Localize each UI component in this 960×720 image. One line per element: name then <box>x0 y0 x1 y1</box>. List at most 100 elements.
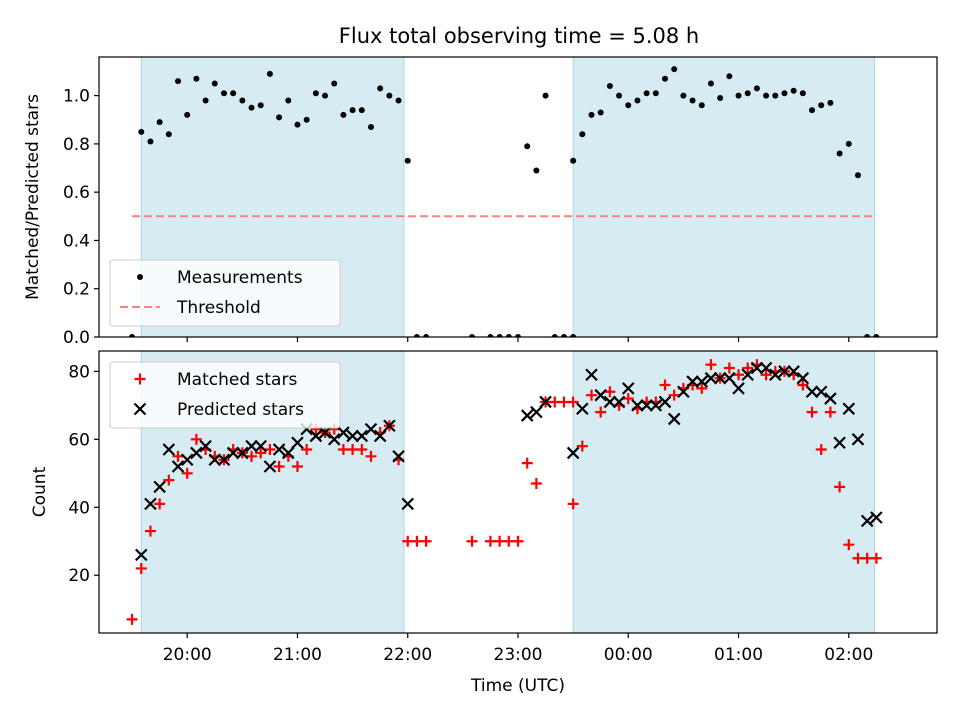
predicted-stars-point <box>759 361 773 375</box>
predicted-stars-point <box>713 371 727 385</box>
measurement-point <box>643 90 650 97</box>
predicted-stars-point <box>282 446 295 460</box>
measurement-point <box>138 128 145 135</box>
predicted-stars-point <box>778 365 791 378</box>
bottom-y-tick-label: 80 <box>68 362 90 382</box>
predicted-stars-point <box>796 371 810 385</box>
top-y-axis-label: Matched/Predicted stars <box>23 94 43 300</box>
measurement-point <box>662 75 669 82</box>
top-plot-area <box>129 57 880 337</box>
matched-stars-point <box>466 535 478 547</box>
measurement-point <box>763 92 770 99</box>
bottom-panel: 20 40 60 80 20:00 21:00 22:00 23:00 00:00 01:00 02… <box>30 350 938 696</box>
matched-stars-point <box>567 498 579 510</box>
measurement-point <box>744 90 751 97</box>
matched-stars-point <box>549 396 561 408</box>
predicted-stars-point <box>327 433 341 446</box>
measurement-point <box>753 85 760 92</box>
top-series-measurements <box>129 66 880 337</box>
matched-stars-point <box>365 450 377 462</box>
legend-label: Matched stars <box>177 370 297 390</box>
measurement-point <box>184 111 191 118</box>
predicted-stars-point <box>199 439 212 453</box>
predicted-stars-point <box>144 497 157 511</box>
measurement-point <box>285 97 292 104</box>
measurement-point <box>156 119 163 126</box>
measurement-point <box>175 78 182 85</box>
predicted-stars-point <box>208 453 222 467</box>
predicted-stars-point <box>263 460 277 473</box>
matched-stars-point <box>806 406 818 418</box>
measurement-point <box>570 157 577 164</box>
predicted-stars-point <box>520 409 534 422</box>
measurement-point <box>873 334 880 337</box>
predicted-stars-point <box>631 399 644 412</box>
matched-stars-point <box>861 552 873 564</box>
matched-stars-point <box>503 535 515 547</box>
matched-stars-point <box>246 450 258 462</box>
matched-stars-point <box>705 359 717 371</box>
matched-stars-point <box>870 552 882 564</box>
matched-stars-point <box>172 450 184 462</box>
predicted-stars-point <box>383 419 396 433</box>
measurement-point <box>404 157 411 164</box>
measurement-point <box>735 92 742 99</box>
measurement-point <box>496 334 503 337</box>
predicted-stars-point <box>677 385 690 399</box>
measurement-point <box>220 90 227 97</box>
measurement-point <box>864 334 871 337</box>
measurement-point <box>515 334 521 337</box>
legend-matched-marker <box>134 373 146 385</box>
predicted-stars-point <box>217 453 231 467</box>
measurement-point <box>340 111 347 118</box>
matched-stars-point <box>337 444 349 456</box>
measurement-point <box>147 138 154 145</box>
top-y-tick-label: 0.8 <box>63 135 90 155</box>
matched-stars-point <box>494 535 506 547</box>
measurement-point <box>266 70 273 77</box>
matched-stars-point <box>411 535 423 547</box>
matched-stars-point <box>622 393 634 405</box>
predicted-stars-point <box>667 412 681 426</box>
predicted-stars-point <box>750 361 764 375</box>
measurement-point <box>276 114 283 121</box>
matched-stars-point <box>484 535 496 547</box>
top-y-tick-label: 1.0 <box>63 87 90 107</box>
predicted-stars-point <box>236 446 249 460</box>
top-legend: Measurements Threshold <box>109 259 341 327</box>
predicted-stars-point <box>732 382 745 395</box>
measurement-point <box>570 334 577 337</box>
predicted-stars-point <box>355 429 369 443</box>
measurement-point <box>781 90 788 97</box>
predicted-stars-point <box>860 514 874 528</box>
matched-stars-point <box>604 386 616 398</box>
measurement-point <box>211 80 218 87</box>
measurement-point <box>790 87 797 94</box>
measurement-point <box>377 85 384 92</box>
matched-stars-point <box>586 389 598 401</box>
matched-stars-point <box>512 535 524 547</box>
predicted-stars-point <box>530 405 543 419</box>
predicted-stars-point <box>824 392 837 405</box>
matched-stars-point <box>163 474 175 486</box>
matched-stars-point <box>301 444 313 456</box>
bottom-series-matched-stars <box>126 359 882 625</box>
bottom-y-tick-label: 40 <box>68 498 90 518</box>
x-tick-label: 22:00 <box>383 645 432 665</box>
predicted-stars-point <box>566 446 580 460</box>
matched-stars-point <box>126 613 138 625</box>
measurement-point <box>487 334 494 337</box>
measurement-point <box>367 124 374 130</box>
measurement-point <box>836 150 843 157</box>
predicted-stars-point <box>401 497 415 511</box>
measurement-point <box>349 107 356 114</box>
measurement-point <box>818 102 825 109</box>
predicted-stars-point <box>180 453 194 467</box>
measurement-point <box>193 75 200 82</box>
measurement-point <box>698 102 705 109</box>
predicted-stars-point <box>621 382 635 395</box>
predicted-stars-point <box>686 375 699 388</box>
bottom-y-axis-label: Count <box>30 466 50 517</box>
measurement-point <box>809 107 816 114</box>
